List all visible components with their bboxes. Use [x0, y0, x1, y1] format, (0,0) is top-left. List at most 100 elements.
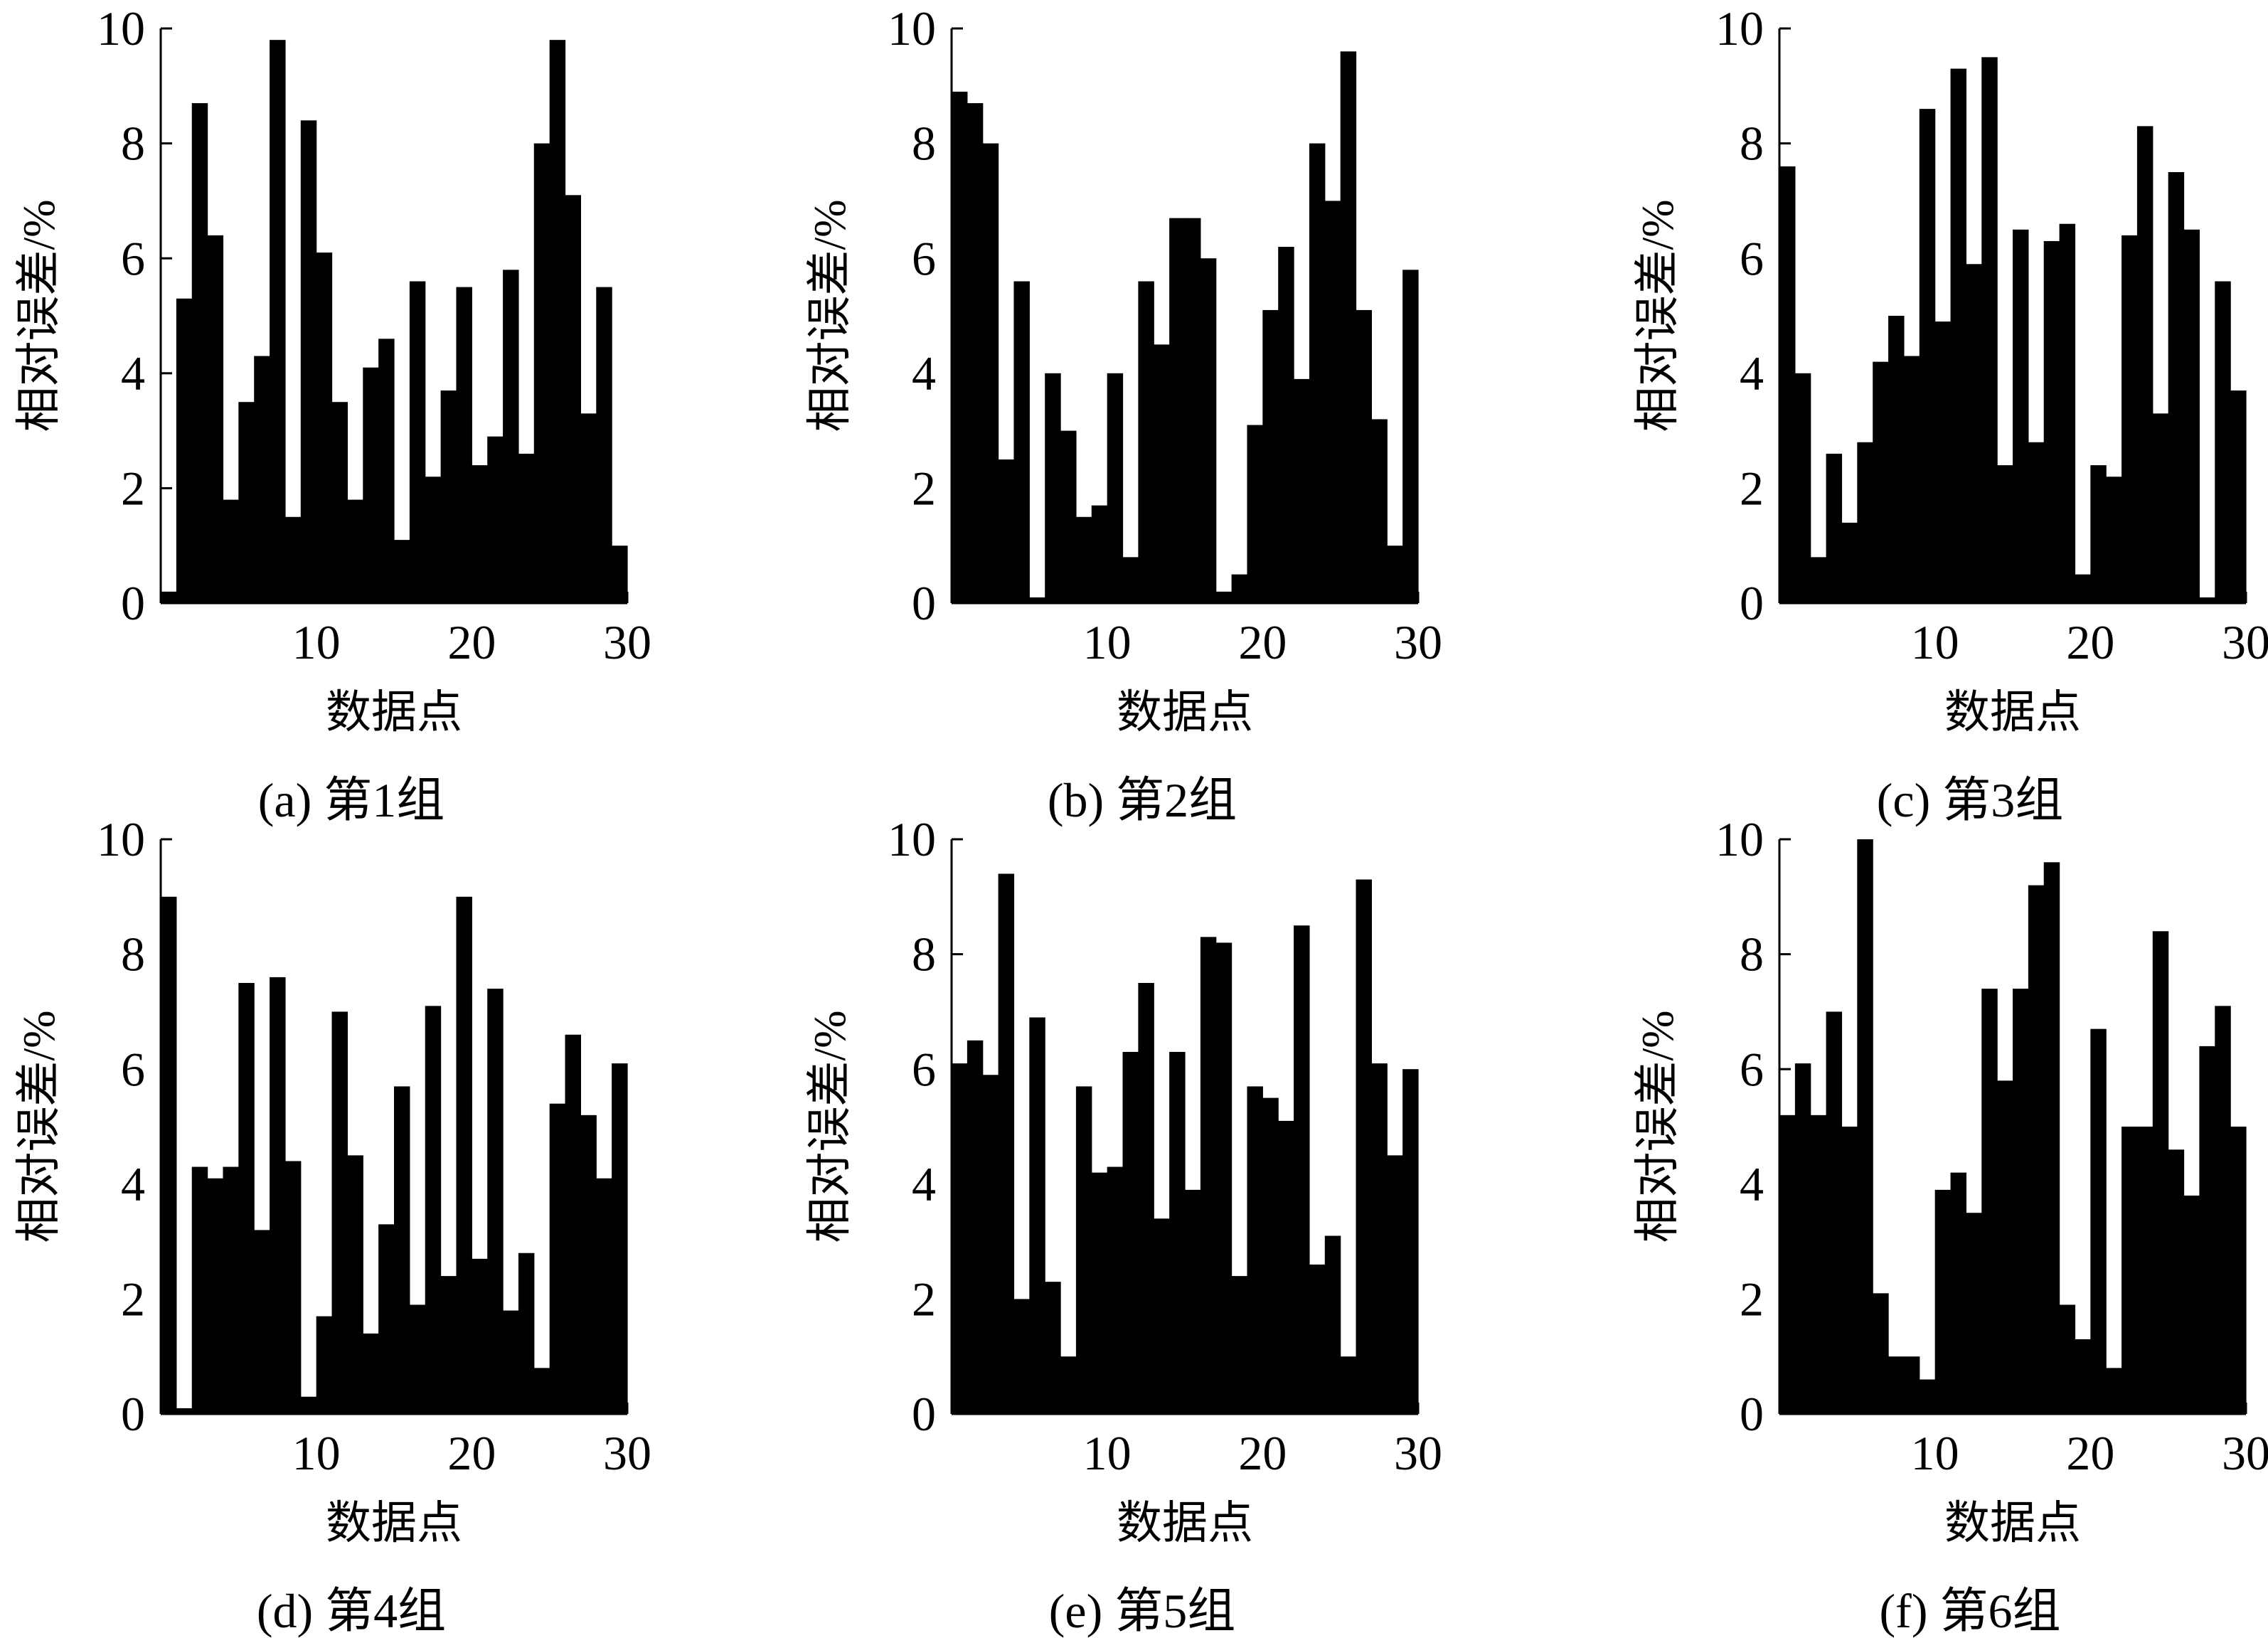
- y-tick-label: 10: [1715, 1, 1764, 55]
- y-axis-label: 相对误差/%: [14, 199, 64, 432]
- y-tick-label: 2: [1740, 462, 1764, 516]
- bar: [1966, 1213, 1982, 1414]
- x-tick-label: 20: [1238, 1426, 1287, 1480]
- bar: [254, 1230, 270, 1414]
- bar: [1340, 1356, 1357, 1414]
- bar: [967, 103, 984, 604]
- bar: [503, 270, 519, 603]
- bar: [1903, 356, 1920, 603]
- bar: [2106, 477, 2122, 603]
- y-tick-label: 4: [121, 346, 145, 400]
- panel-caption: (e) 第5组: [1049, 1584, 1235, 1638]
- bar: [1841, 522, 1858, 603]
- y-tick-label: 0: [121, 576, 145, 630]
- bar: [1045, 1282, 1061, 1414]
- bar: [596, 287, 612, 603]
- x-tick-label: 30: [603, 615, 651, 669]
- bar: [1387, 546, 1403, 603]
- bar: [549, 1103, 566, 1414]
- bar: [394, 1086, 410, 1414]
- panel-caption: (c) 第3组: [1877, 773, 2063, 827]
- bar: [300, 120, 317, 603]
- bar: [1231, 574, 1248, 603]
- y-tick-label: 0: [912, 1387, 936, 1441]
- bar: [2136, 126, 2153, 604]
- bar: [2152, 931, 2169, 1414]
- bar: [331, 402, 348, 603]
- bar: [161, 591, 177, 603]
- y-axis-label: 相对误差/%: [804, 199, 855, 432]
- bar: [316, 252, 333, 603]
- bar: [1294, 378, 1310, 603]
- bar: [612, 1063, 628, 1414]
- y-tick-label: 8: [121, 927, 145, 982]
- bar: [1185, 1189, 1201, 1414]
- bar: [2183, 1195, 2200, 1414]
- bar: [2106, 1368, 2122, 1414]
- bar: [1371, 419, 1388, 603]
- y-tick-label: 8: [912, 927, 936, 982]
- x-tick-label: 30: [1394, 615, 1442, 669]
- bar: [440, 390, 457, 603]
- x-tick-label: 10: [292, 615, 341, 669]
- panel-caption: (b) 第2组: [1048, 773, 1237, 827]
- bar: [518, 453, 535, 603]
- bar: [1278, 1120, 1294, 1414]
- bar: [1794, 1063, 1811, 1414]
- bar: [363, 367, 379, 603]
- bar: [378, 339, 395, 603]
- y-tick-label: 8: [1740, 927, 1764, 982]
- bar: [1981, 989, 1998, 1414]
- bar: [518, 1253, 535, 1414]
- bar: [284, 1161, 302, 1414]
- y-tick-label: 2: [912, 462, 936, 516]
- bar: [1826, 453, 1843, 603]
- x-axis-label: 数据点: [1117, 1498, 1253, 1548]
- bar: [1247, 425, 1263, 603]
- x-tick-label: 10: [292, 1426, 341, 1480]
- bar: [1324, 201, 1341, 603]
- y-tick-label: 2: [912, 1272, 936, 1326]
- bar: [472, 1258, 488, 1414]
- y-tick-label: 8: [1740, 117, 1764, 171]
- y-tick-label: 4: [912, 346, 936, 400]
- bar: [998, 459, 1015, 603]
- bar: [1779, 1115, 1796, 1414]
- bar: [2183, 229, 2200, 603]
- bar: [2136, 1127, 2153, 1414]
- bar: [1262, 1097, 1279, 1414]
- y-axis-label: 相对误差/%: [1632, 1010, 1683, 1243]
- bar: [1107, 373, 1124, 603]
- bar: [191, 103, 208, 604]
- bar: [176, 298, 193, 603]
- bar: [580, 413, 597, 603]
- bar: [1138, 983, 1154, 1414]
- bar: [1045, 373, 1061, 603]
- bar: [2230, 390, 2247, 603]
- bar: [533, 143, 550, 604]
- bar: [2075, 574, 2091, 603]
- bar: [347, 499, 363, 603]
- bar: [1950, 68, 1966, 603]
- x-axis-label: 数据点: [326, 687, 462, 738]
- bar: [952, 1063, 968, 1414]
- bar: [2121, 235, 2138, 603]
- bar: [1247, 1086, 1263, 1414]
- y-tick-label: 6: [1740, 1042, 1764, 1096]
- y-tick-label: 10: [888, 812, 936, 866]
- bar: [331, 1011, 348, 1414]
- x-tick-label: 20: [2066, 1426, 2114, 1480]
- bar: [1060, 430, 1077, 603]
- bar: [1888, 316, 1905, 603]
- bar: [1903, 1356, 1920, 1414]
- x-axis-label: 数据点: [1944, 687, 2081, 738]
- bar: [1810, 557, 1827, 603]
- bar: [472, 465, 488, 603]
- bar: [456, 287, 472, 603]
- bar: [223, 1166, 239, 1414]
- y-tick-label: 0: [1740, 1387, 1764, 1441]
- x-tick-label: 10: [1083, 615, 1132, 669]
- bar: [1950, 1172, 1966, 1414]
- bar: [1169, 218, 1186, 603]
